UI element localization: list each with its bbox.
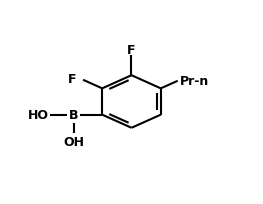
Text: OH: OH [63, 135, 84, 148]
Text: Pr-n: Pr-n [180, 75, 210, 88]
Text: HO: HO [28, 109, 49, 122]
Text: B: B [69, 109, 78, 122]
Text: F: F [127, 44, 136, 57]
Text: F: F [68, 73, 77, 86]
